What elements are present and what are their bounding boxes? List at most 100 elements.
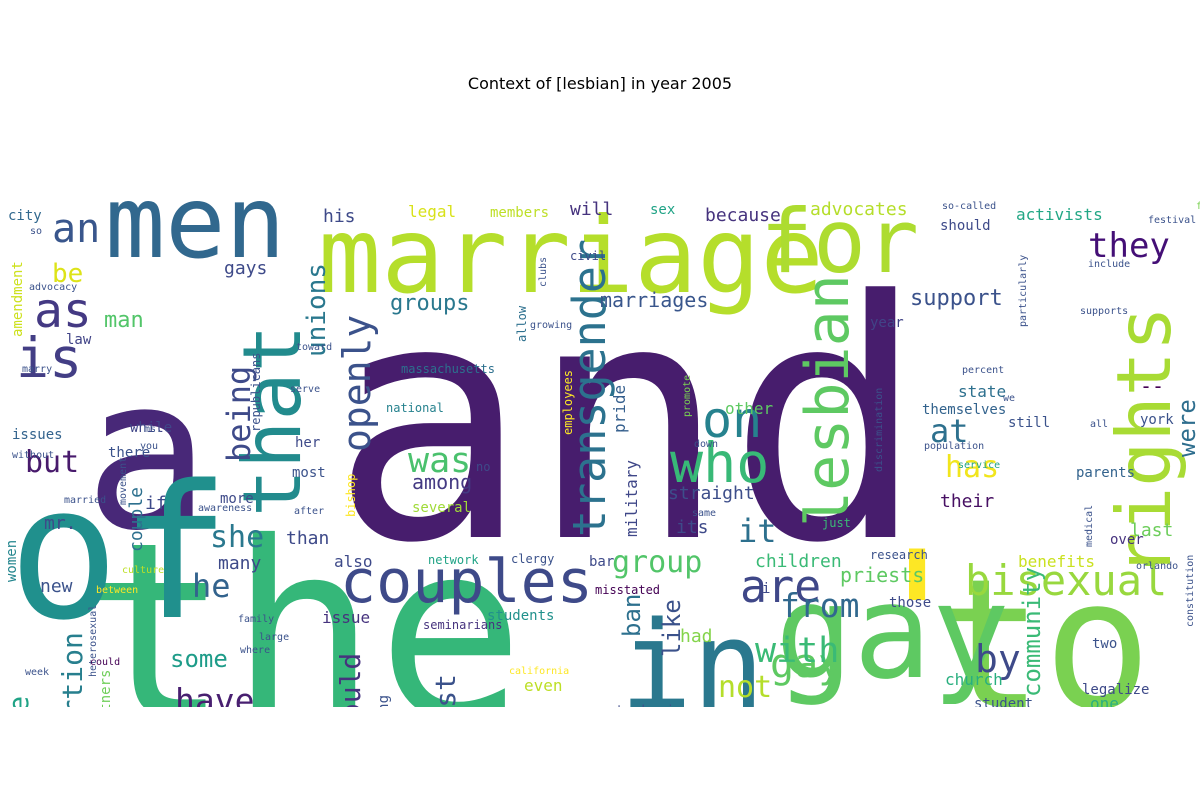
cloud-word: not: [718, 670, 772, 705]
cloud-word: parents: [1076, 465, 1135, 481]
cloud-word: those: [889, 595, 931, 611]
cloud-word: while: [130, 420, 172, 436]
cloud-word: openly: [335, 315, 379, 452]
cloud-word: could: [90, 657, 120, 668]
cloud-word: her: [295, 435, 320, 451]
cloud-word: same: [692, 508, 716, 519]
cloud-word: city: [8, 208, 42, 224]
cloud-word: particularly: [1018, 255, 1029, 327]
cloud-word: bishop: [344, 474, 358, 517]
cloud-word: family: [238, 614, 274, 625]
cloud-word: are: [740, 560, 821, 613]
cloud-word: toward: [296, 342, 332, 353]
cloud-word: allow: [515, 305, 529, 342]
cloud-word: we: [1003, 393, 1015, 404]
cloud-word: transgender: [563, 239, 616, 537]
cloud-word: i: [762, 581, 770, 597]
cloud-word: so-called: [942, 201, 996, 212]
cloud-word: issues: [12, 427, 63, 443]
cloud-word: she: [210, 520, 264, 555]
cloud-word: community: [1018, 567, 1046, 697]
cloud-word: employees: [561, 370, 575, 435]
cloud-word: two: [1092, 636, 1117, 652]
cloud-word: most: [292, 465, 326, 481]
cloud-word: bar: [589, 554, 614, 570]
cloud-word: partners: [98, 670, 114, 707]
cloud-word: activists: [1016, 205, 1103, 224]
cloud-word: no: [476, 460, 490, 474]
cloud-word: gay: [770, 641, 842, 687]
cloud-word: of: [8, 445, 231, 661]
cloud-word: the: [82, 490, 525, 707]
cloud-word: legal: [408, 202, 456, 221]
cloud-word: other: [725, 399, 774, 418]
cloud-word: constitution: [1185, 555, 1196, 627]
figure-title: Context of [lesbian] in year 2005: [467, 74, 733, 93]
cloud-word: so: [30, 226, 42, 237]
cloud-word: married: [64, 495, 106, 506]
cloud-word: because: [705, 205, 781, 226]
cloud-word: research: [870, 548, 928, 562]
cloud-word: state: [958, 382, 1006, 401]
cloud-word: bisexual: [965, 556, 1167, 605]
cloud-word: new: [40, 576, 73, 597]
cloud-word: still: [1008, 415, 1050, 431]
cloud-word: clergy: [511, 552, 554, 566]
cloud-word: women: [4, 540, 20, 582]
cloud-word: benefits: [1018, 552, 1095, 571]
cloud-word: issue: [322, 608, 370, 627]
cloud-word: straight: [668, 483, 755, 504]
cloud-word: abortion: [56, 632, 89, 707]
cloud-word: in: [620, 597, 765, 707]
cloud-word: support: [910, 286, 1003, 311]
cloud-word: republicans: [249, 353, 263, 432]
cloud-word: military: [622, 460, 641, 537]
cloud-word: themselves: [922, 402, 1006, 418]
cloud-word: serve: [290, 384, 320, 395]
cloud-word: like: [658, 599, 686, 657]
cloud-word: misstated: [595, 583, 660, 597]
cloud-word: network: [428, 553, 479, 567]
cloud-word: you: [140, 441, 158, 452]
cloud-word: were: [1173, 399, 1200, 457]
cloud-word: banning: [376, 695, 392, 707]
cloud-word: was: [408, 441, 471, 481]
cloud-word: percent: [962, 365, 1004, 376]
cloud-word: but: [25, 445, 79, 480]
cloud-word: last: [1130, 520, 1173, 541]
cloud-word: church: [945, 670, 1003, 689]
cloud-word: include: [1088, 259, 1130, 270]
cloud-word: more: [220, 491, 254, 507]
cloud-word: to: [935, 541, 1152, 707]
cloud-word: discrimination: [874, 388, 885, 472]
cloud-word: clubs: [538, 257, 549, 287]
cloud-word: without: [12, 450, 54, 461]
cloud-word: awareness: [198, 503, 252, 514]
cloud-word: student: [974, 696, 1033, 707]
cloud-word: legalize: [1082, 682, 1149, 698]
cloud-word: seminarians: [423, 618, 502, 632]
cloud-word: he: [192, 567, 231, 605]
cloud-word: marry: [22, 364, 52, 375]
cloud-word: they: [1088, 226, 1170, 266]
cloud-word: it: [738, 512, 777, 550]
cloud-word: there: [108, 445, 150, 461]
cloud-word: as: [34, 283, 92, 339]
cloud-word: also: [334, 552, 373, 571]
cloud-word: amendment: [10, 261, 26, 337]
cloud-word: just: [822, 516, 851, 530]
cloud-word: than: [286, 528, 329, 549]
cloud-word: california: [509, 666, 569, 677]
cloud-word: from: [780, 586, 859, 625]
cloud-word: among: [412, 470, 472, 494]
cloud-word: supports: [1080, 306, 1128, 317]
cloud-word: civil: [570, 249, 606, 263]
cloud-word: priests: [840, 563, 924, 587]
cloud-word: all: [1090, 419, 1108, 430]
cloud-word: man: [104, 308, 144, 333]
cloud-word: and: [330, 231, 926, 615]
cloud-word: national: [386, 401, 444, 415]
cloud-word: a: [84, 332, 210, 577]
cloud-word: medical: [1084, 505, 1095, 547]
cloud-word: couple: [126, 487, 147, 552]
